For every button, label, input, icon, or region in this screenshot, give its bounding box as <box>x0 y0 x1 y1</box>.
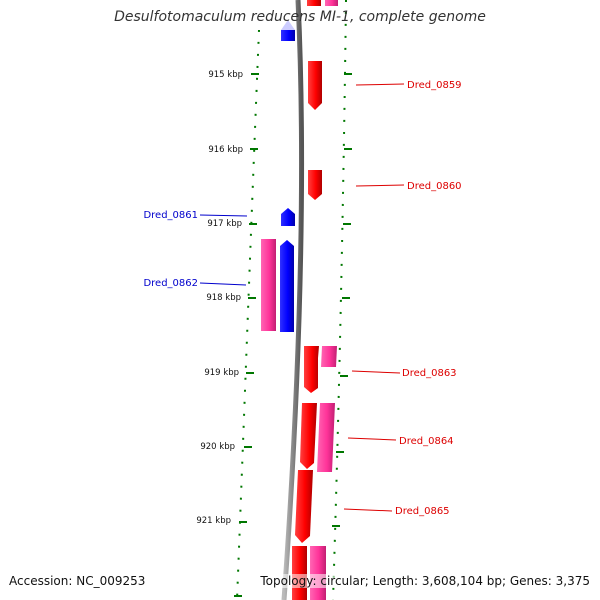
tick-label-917: 917 kbp <box>207 219 242 229</box>
cds-feature-pink-0864[interactable] <box>317 403 335 472</box>
cds-feature-dred-0865[interactable] <box>295 470 313 543</box>
gene-features <box>261 0 338 600</box>
genome-summary-text: Topology: circular; Length: 3,608,104 bp… <box>260 574 590 588</box>
tick-label-916: 916 kbp <box>208 145 243 155</box>
right-ruler-dots <box>332 0 347 600</box>
right-major-ticks <box>332 73 352 527</box>
gene-label-dred-0861[interactable]: Dred_0861 <box>143 210 198 221</box>
cds-feature-dred-0864[interactable] <box>300 403 317 469</box>
accession-text: Accession: NC_009253 <box>9 574 146 588</box>
cds-feature-dred-0862[interactable] <box>280 240 294 332</box>
gene-label-dred-0863[interactable]: Dred_0863 <box>402 368 457 379</box>
cds-feature-top-red[interactable] <box>307 0 321 6</box>
cds-feature-pink-0863[interactable] <box>321 346 337 367</box>
cds-feature-dred-0863[interactable] <box>304 346 319 393</box>
tick-label-921: 921 kbp <box>196 516 231 526</box>
gene-label-leaders <box>199 83 405 512</box>
backbone-line <box>281 0 304 600</box>
gene-label-dred-0864[interactable]: Dred_0864 <box>399 436 454 447</box>
tick-label-920: 920 kbp <box>200 442 235 452</box>
gene-label-dred-0865[interactable]: Dred_0865 <box>395 506 450 517</box>
cds-feature-bottom-red[interactable] <box>292 546 307 600</box>
cds-feature-top-pink[interactable] <box>325 0 338 6</box>
left-major-ticks <box>234 73 259 597</box>
tick-label-915: 915 kbp <box>208 70 243 80</box>
gene-labels: Dred_0859 Dred_0860 Dred_0861 Dred_0862 … <box>143 80 461 517</box>
gene-label-dred-0859[interactable]: Dred_0859 <box>407 80 462 91</box>
tick-label-918: 918 kbp <box>206 293 241 303</box>
cds-feature-bottom-pink[interactable] <box>310 546 326 600</box>
cds-feature-pink-left[interactable] <box>261 239 276 331</box>
map-title: Desulfotomaculum reducens MI-1, complete… <box>114 9 486 25</box>
cds-feature-dred-0859[interactable] <box>308 61 322 110</box>
cds-feature-dred-0861[interactable] <box>281 208 295 226</box>
tick-label-919: 919 kbp <box>204 368 239 378</box>
left-ruler-dots <box>236 29 260 600</box>
gene-label-dred-0862[interactable]: Dred_0862 <box>143 278 198 289</box>
gene-label-dred-0860[interactable]: Dred_0860 <box>407 181 462 192</box>
cds-feature-top-blue[interactable] <box>281 30 295 41</box>
cds-feature-dred-0860[interactable] <box>308 170 322 200</box>
tick-labels: 915 kbp 916 kbp 917 kbp 918 kbp 919 kbp … <box>196 70 243 526</box>
